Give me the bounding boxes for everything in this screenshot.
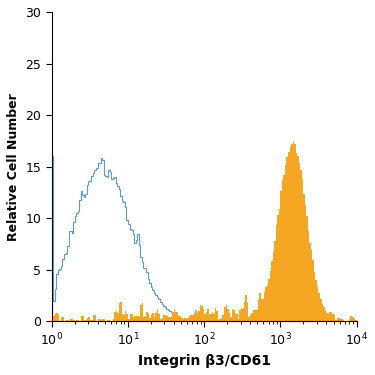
Y-axis label: Relative Cell Number: Relative Cell Number bbox=[7, 93, 20, 241]
X-axis label: Integrin β3/CD61: Integrin β3/CD61 bbox=[138, 354, 271, 368]
